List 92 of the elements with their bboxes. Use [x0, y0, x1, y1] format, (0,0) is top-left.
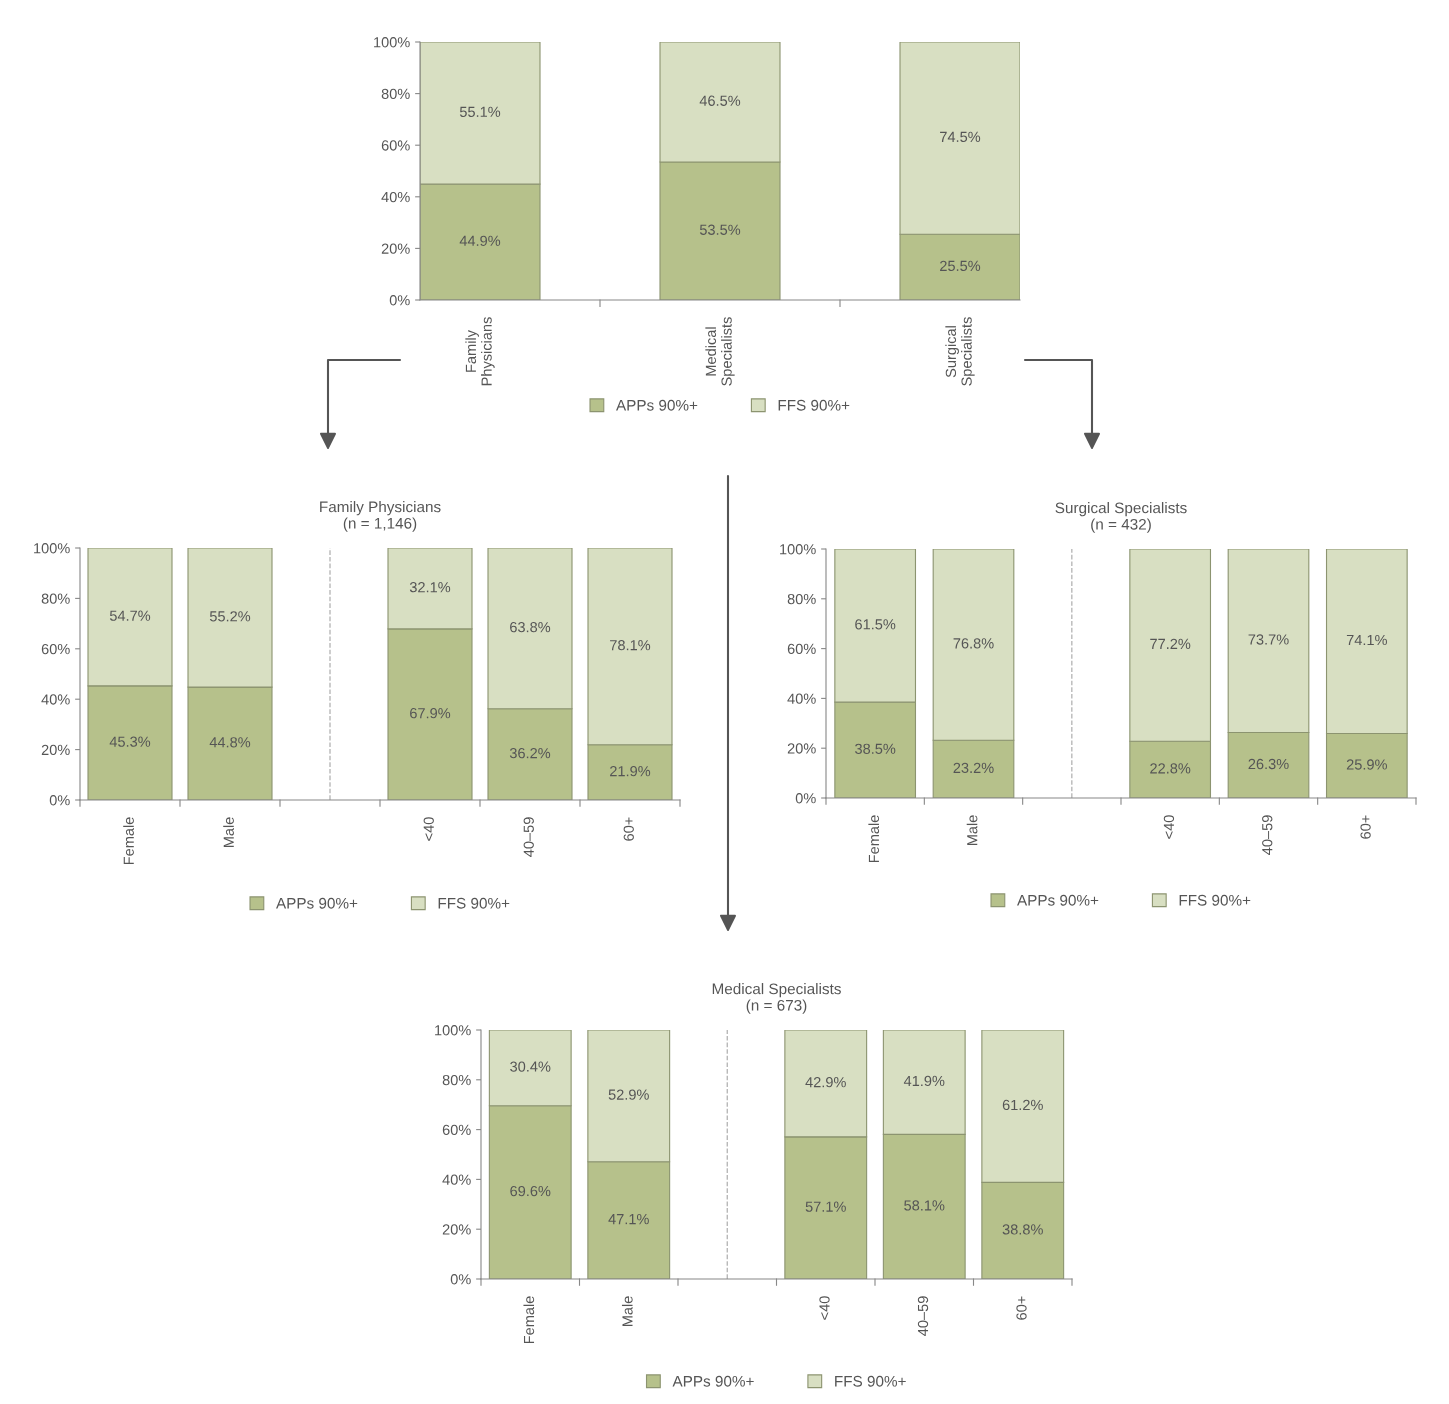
- chart-subtitle: (n = 432): [1091, 518, 1151, 533]
- data-label: 61.2%: [1002, 1099, 1043, 1111]
- data-label: 57.1%: [805, 1201, 846, 1212]
- chart-title: Family Physicians: [320, 501, 441, 516]
- legend-label: FFS 90%+: [1179, 894, 1251, 906]
- x-tick-label: Female: [868, 815, 880, 863]
- data-label: 44.9%: [459, 235, 501, 246]
- legend-label: APPs 90%+: [276, 897, 358, 909]
- x-tick-label: <40: [423, 817, 434, 841]
- y-tick-label: 80%: [381, 88, 410, 100]
- x-tick-label: Female: [123, 817, 134, 865]
- chart-subtitle: (n = 673): [746, 999, 807, 1014]
- data-label: 25.5%: [940, 260, 981, 272]
- chart-title: Medical Specialists: [712, 983, 841, 998]
- data-label: 42.9%: [805, 1077, 846, 1088]
- y-tick-label: 0%: [795, 793, 816, 804]
- chart-title: Surgical Specialists: [1055, 502, 1187, 517]
- data-label: 46.5%: [699, 95, 741, 106]
- x-tick-label: 60+: [1360, 815, 1371, 839]
- y-tick-label: 60%: [442, 1124, 471, 1136]
- x-tick-label: Male: [223, 817, 234, 848]
- x-tick-label: Male: [966, 815, 978, 846]
- data-label: 77.2%: [1150, 638, 1191, 649]
- x-tick-label: 60+: [623, 817, 634, 841]
- y-tick-label: 20%: [381, 243, 410, 254]
- y-tick-label: 40%: [787, 693, 816, 704]
- legend-label: APPs 90%+: [672, 1375, 754, 1387]
- x-tick-label: 40–59: [1262, 815, 1273, 855]
- data-label: 44.8%: [209, 737, 251, 748]
- y-tick-label: 100%: [780, 544, 816, 555]
- y-tick-label: 100%: [34, 543, 70, 554]
- data-label: 55.2%: [209, 611, 251, 622]
- x-tick-label: Male: [621, 1296, 633, 1327]
- legend-label: FFS 90%+: [835, 1375, 906, 1387]
- x-tick-label: <40: [1163, 815, 1175, 839]
- y-tick-label: 100%: [374, 37, 410, 48]
- y-tick-label: 0%: [389, 295, 410, 306]
- data-label: 78.1%: [610, 639, 651, 651]
- x-tick-label: Surgical Specialists: [945, 317, 975, 386]
- data-label: 21.9%: [610, 765, 651, 777]
- y-tick-label: 80%: [787, 593, 816, 605]
- x-tick-label: 60+: [1016, 1296, 1027, 1320]
- y-tick-label: 60%: [41, 643, 70, 655]
- data-label: 30.4%: [510, 1061, 551, 1072]
- data-label: 25.9%: [1346, 759, 1387, 770]
- data-label: 55.1%: [459, 106, 501, 117]
- y-tick-label: 0%: [450, 1274, 471, 1285]
- data-label: 38.8%: [1002, 1224, 1043, 1235]
- legend-label: FFS 90%+: [438, 897, 510, 909]
- y-tick-label: 40%: [381, 191, 410, 203]
- data-label: 76.8%: [953, 638, 994, 649]
- data-label: 45.3%: [109, 736, 151, 747]
- y-tick-label: 20%: [787, 743, 816, 754]
- y-tick-label: 100%: [435, 1025, 471, 1036]
- data-label: 32.1%: [409, 582, 451, 593]
- legend-label: APPs 90%+: [616, 399, 698, 411]
- data-label: 58.1%: [904, 1200, 945, 1211]
- data-label: 22.8%: [1150, 763, 1191, 774]
- legend-label: FFS 90%+: [778, 399, 850, 411]
- data-label: 63.8%: [510, 621, 551, 633]
- y-tick-label: 80%: [442, 1074, 471, 1086]
- y-tick-label: 60%: [787, 643, 816, 655]
- y-tick-label: 0%: [49, 795, 70, 806]
- data-label: 52.9%: [608, 1089, 649, 1100]
- data-label: 38.5%: [855, 743, 896, 754]
- chart-subtitle: (n = 1,146): [343, 517, 417, 532]
- x-tick-label: 40–59: [917, 1296, 929, 1336]
- data-label: 41.9%: [903, 1075, 945, 1087]
- data-label: 53.5%: [699, 224, 741, 235]
- data-label: 36.2%: [509, 747, 551, 759]
- y-tick-label: 20%: [41, 744, 70, 756]
- data-label: 54.7%: [109, 610, 151, 621]
- y-tick-label: 80%: [41, 593, 70, 604]
- data-label: 74.1%: [1346, 634, 1387, 646]
- data-label: 67.9%: [410, 708, 451, 719]
- y-tick-label: 20%: [442, 1224, 471, 1235]
- y-tick-label: 60%: [381, 140, 410, 151]
- data-label: 47.1%: [608, 1214, 649, 1225]
- x-tick-label: Female: [523, 1296, 535, 1344]
- data-label: 73.7%: [1248, 634, 1289, 645]
- legend-label: APPs 90%+: [1017, 894, 1099, 906]
- data-label: 26.3%: [1248, 758, 1289, 770]
- x-tick-label: 40–59: [523, 817, 534, 857]
- x-tick-label: <40: [819, 1296, 830, 1320]
- x-tick-label: Medical Specialists: [705, 317, 735, 386]
- y-tick-label: 40%: [442, 1174, 471, 1185]
- x-tick-label: Family Physicians: [465, 317, 495, 386]
- data-label: 23.2%: [953, 762, 994, 774]
- y-tick-label: 40%: [41, 694, 70, 705]
- data-label: 69.6%: [510, 1185, 551, 1197]
- data-label: 74.5%: [940, 131, 981, 143]
- data-label: 61.5%: [855, 619, 896, 630]
